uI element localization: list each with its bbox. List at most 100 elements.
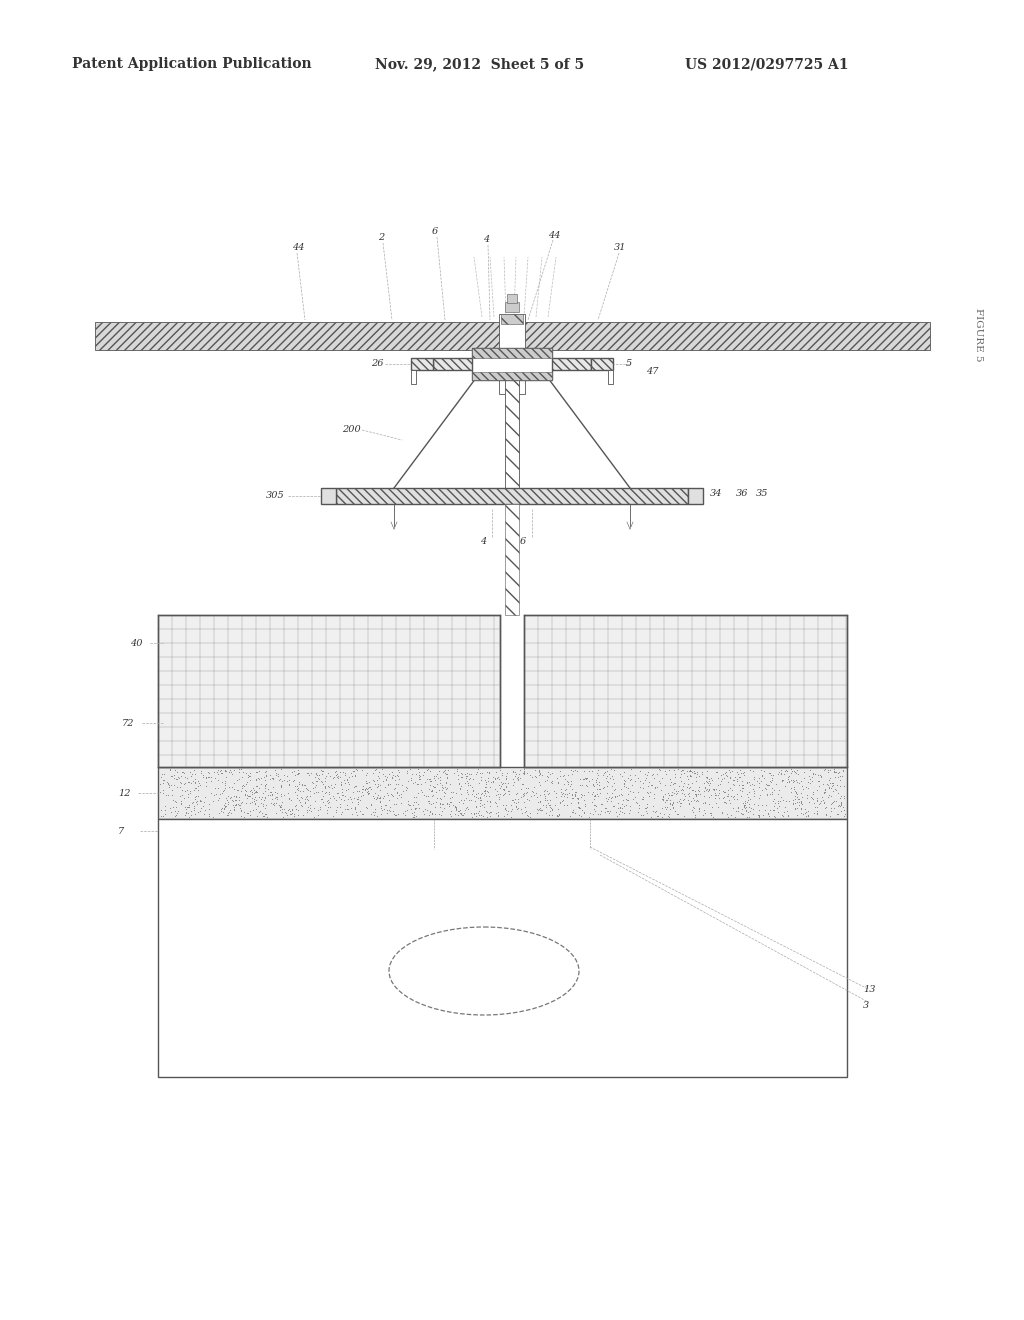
Point <box>770 763 786 784</box>
Point <box>646 783 663 804</box>
Point <box>473 770 489 791</box>
Point <box>269 783 286 804</box>
Point <box>328 764 344 785</box>
Point <box>654 797 671 818</box>
Point <box>316 777 333 799</box>
Point <box>314 788 331 809</box>
Point <box>740 789 757 810</box>
Point <box>340 772 356 793</box>
Point <box>155 783 171 804</box>
Point <box>558 795 574 816</box>
Point <box>616 775 633 796</box>
Point <box>302 780 318 801</box>
Point <box>309 771 326 792</box>
Point <box>777 759 794 780</box>
Point <box>591 779 607 800</box>
Point <box>830 804 847 825</box>
Point <box>157 796 173 817</box>
Point <box>701 768 718 789</box>
Point <box>735 795 752 816</box>
Point <box>806 792 822 813</box>
Point <box>716 780 732 801</box>
Point <box>384 784 400 805</box>
Point <box>755 804 771 825</box>
Point <box>733 775 750 796</box>
Point <box>429 788 445 809</box>
Point <box>508 763 524 784</box>
Point <box>687 784 703 805</box>
Point <box>738 772 755 793</box>
Bar <box>608 370 613 384</box>
Point <box>272 783 289 804</box>
Point <box>617 771 634 792</box>
Point <box>253 792 269 813</box>
Point <box>836 799 852 820</box>
Point <box>298 777 314 799</box>
Point <box>459 796 475 817</box>
Point <box>535 795 551 816</box>
Point <box>453 803 469 824</box>
Point <box>322 766 338 787</box>
Point <box>664 795 680 816</box>
Point <box>222 762 239 783</box>
Point <box>179 797 196 818</box>
Point <box>823 777 840 799</box>
Point <box>746 781 763 803</box>
Point <box>481 795 498 816</box>
Point <box>736 762 753 783</box>
Point <box>561 776 578 797</box>
Point <box>236 776 252 797</box>
Point <box>389 766 406 787</box>
Point <box>601 767 617 788</box>
Point <box>209 762 225 783</box>
Point <box>333 804 349 825</box>
Point <box>501 783 517 804</box>
Point <box>585 774 601 795</box>
Point <box>323 775 339 796</box>
Point <box>472 789 488 810</box>
Point <box>612 801 629 822</box>
Point <box>597 797 613 818</box>
Point <box>594 793 610 814</box>
Point <box>505 762 521 783</box>
Point <box>249 762 265 783</box>
Point <box>691 799 708 820</box>
Point <box>673 760 689 781</box>
Point <box>817 759 834 780</box>
Point <box>581 771 597 792</box>
Point <box>681 760 697 781</box>
Point <box>525 776 542 797</box>
Point <box>731 759 748 780</box>
Point <box>809 804 825 825</box>
Point <box>513 787 529 808</box>
Point <box>684 772 700 793</box>
Point <box>468 795 484 816</box>
Point <box>428 792 444 813</box>
Point <box>228 785 245 807</box>
Point <box>303 800 319 821</box>
Point <box>549 804 565 825</box>
Point <box>795 779 811 800</box>
Point <box>188 793 205 814</box>
Point <box>470 788 486 809</box>
Point <box>337 763 353 784</box>
Point <box>438 793 455 814</box>
Point <box>539 766 555 787</box>
Point <box>512 759 528 780</box>
Point <box>322 787 338 808</box>
Point <box>332 793 348 814</box>
Point <box>701 793 718 814</box>
Point <box>777 760 794 781</box>
Point <box>816 781 833 803</box>
Point <box>415 764 431 785</box>
Point <box>734 771 751 792</box>
Point <box>389 764 406 785</box>
Point <box>672 793 688 814</box>
Point <box>429 774 445 795</box>
Point <box>719 804 735 825</box>
Point <box>697 780 714 801</box>
Point <box>479 780 496 801</box>
Point <box>812 764 828 785</box>
Point <box>485 772 502 793</box>
Point <box>754 766 770 787</box>
